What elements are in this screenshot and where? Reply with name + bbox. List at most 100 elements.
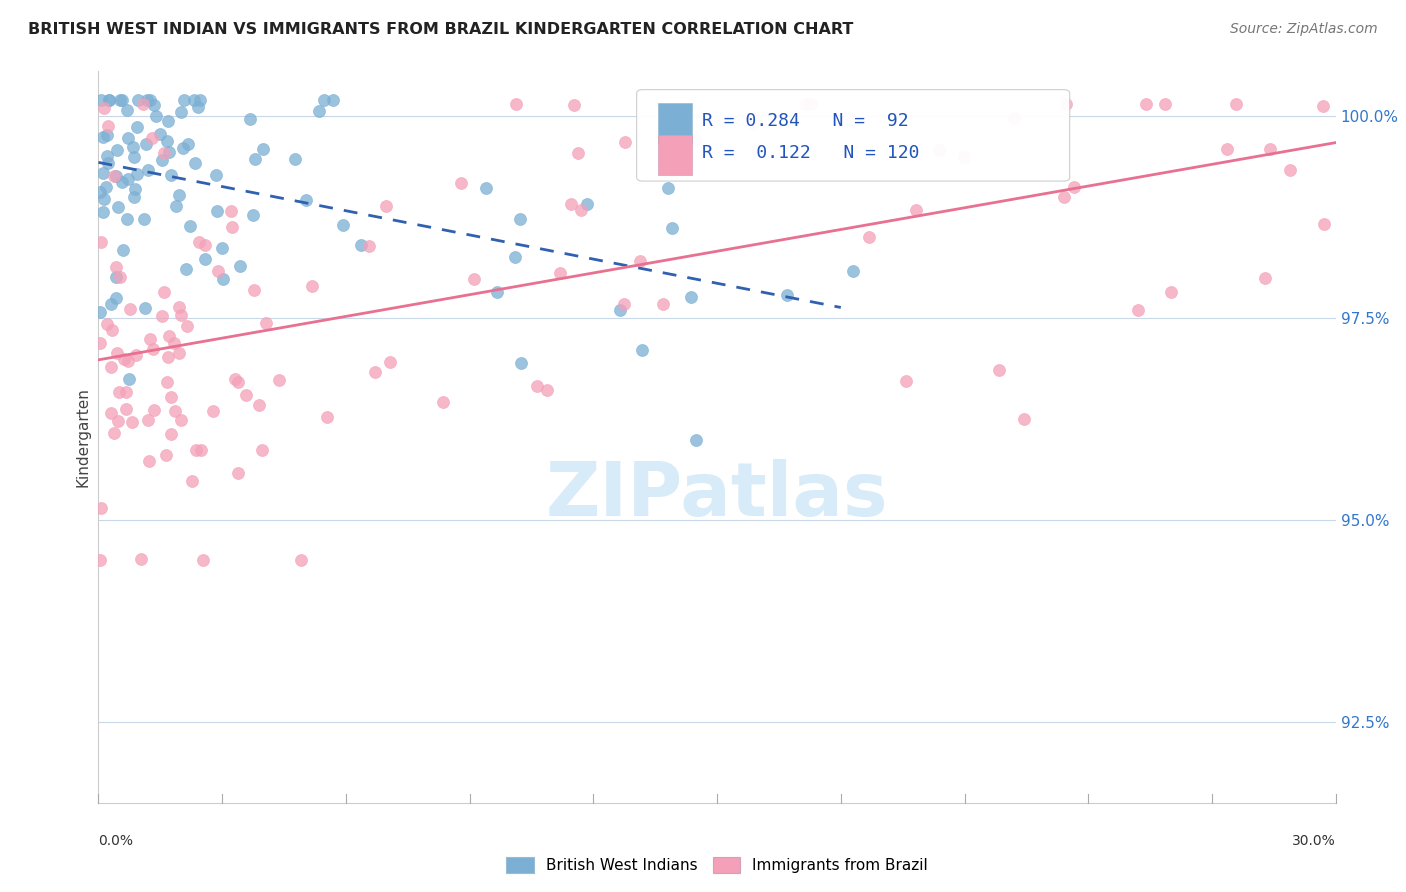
Y-axis label: Kindergarten: Kindergarten [75, 387, 90, 487]
Point [127, 120, 149, 134]
Point [174, 262, 197, 277]
Point [117, 354, 139, 368]
Point [928, 144, 950, 158]
Point [141, 131, 163, 145]
Point [1216, 141, 1239, 155]
Point [179, 219, 201, 233]
Point [157, 329, 180, 343]
Point [221, 219, 243, 234]
Point [90, 500, 112, 515]
Point [308, 103, 330, 118]
Point [562, 97, 585, 112]
Point [1225, 96, 1247, 111]
Point [107, 414, 129, 428]
Point [132, 211, 155, 226]
Point [131, 96, 153, 111]
Point [184, 443, 207, 458]
Point [152, 285, 174, 299]
Point [103, 169, 125, 183]
Point [108, 270, 131, 285]
Point [89, 235, 111, 249]
Point [96, 128, 118, 143]
Point [685, 433, 707, 447]
Point [94, 179, 117, 194]
FancyBboxPatch shape [658, 103, 692, 143]
Point [312, 93, 335, 107]
Point [207, 264, 229, 278]
Point [107, 200, 129, 214]
Point [252, 142, 274, 156]
Point [170, 413, 193, 427]
Point [187, 100, 209, 114]
Point [160, 169, 183, 183]
Point [1160, 285, 1182, 300]
Point [190, 442, 212, 457]
Point [188, 93, 211, 107]
Point [105, 270, 128, 285]
Point [112, 244, 135, 258]
Point [349, 238, 371, 252]
Point [683, 133, 706, 147]
Point [1126, 302, 1149, 317]
Point [100, 297, 122, 311]
Point [332, 218, 354, 232]
Point [91, 130, 114, 145]
Point [100, 360, 122, 375]
Point [474, 180, 496, 194]
Point [165, 403, 187, 417]
Point [160, 391, 183, 405]
Point [150, 153, 173, 167]
Point [136, 162, 159, 177]
Point [250, 443, 273, 458]
Point [104, 169, 127, 184]
Point [97, 155, 120, 169]
Point [100, 323, 122, 337]
Point [290, 553, 312, 567]
Point [295, 194, 318, 208]
Point [567, 145, 589, 160]
Point [118, 372, 141, 386]
Point [657, 181, 679, 195]
Point [183, 93, 205, 107]
Point [180, 474, 202, 488]
Point [129, 551, 152, 566]
Point [115, 212, 138, 227]
Legend: British West Indians, Immigrants from Brazil: British West Indians, Immigrants from Br… [501, 851, 934, 880]
Point [108, 93, 131, 107]
Point [138, 454, 160, 468]
Point [124, 348, 146, 362]
Point [775, 288, 797, 302]
Point [628, 254, 651, 268]
Point [177, 136, 200, 151]
Point [90, 93, 112, 107]
Point [134, 301, 156, 315]
Text: R =  0.122   N = 120: R = 0.122 N = 120 [702, 145, 920, 162]
Point [242, 208, 264, 222]
Point [904, 203, 927, 218]
Point [267, 373, 290, 387]
Point [183, 156, 205, 170]
Point [316, 409, 339, 424]
Point [156, 134, 179, 148]
Point [239, 112, 262, 127]
Point [89, 553, 111, 567]
Point [359, 239, 381, 253]
FancyBboxPatch shape [658, 135, 692, 175]
Point [526, 378, 548, 392]
Point [93, 101, 115, 115]
Point [794, 96, 817, 111]
Point [89, 335, 111, 350]
Point [157, 145, 180, 160]
Text: 0.0%: 0.0% [98, 834, 134, 848]
Point [249, 398, 271, 412]
Point [432, 395, 454, 409]
Point [93, 192, 115, 206]
Point [1063, 180, 1085, 194]
Point [170, 308, 193, 322]
Point [115, 384, 138, 399]
Point [89, 185, 111, 199]
Point [741, 117, 763, 131]
Point [107, 143, 129, 157]
Point [205, 204, 228, 219]
Point [170, 105, 193, 120]
